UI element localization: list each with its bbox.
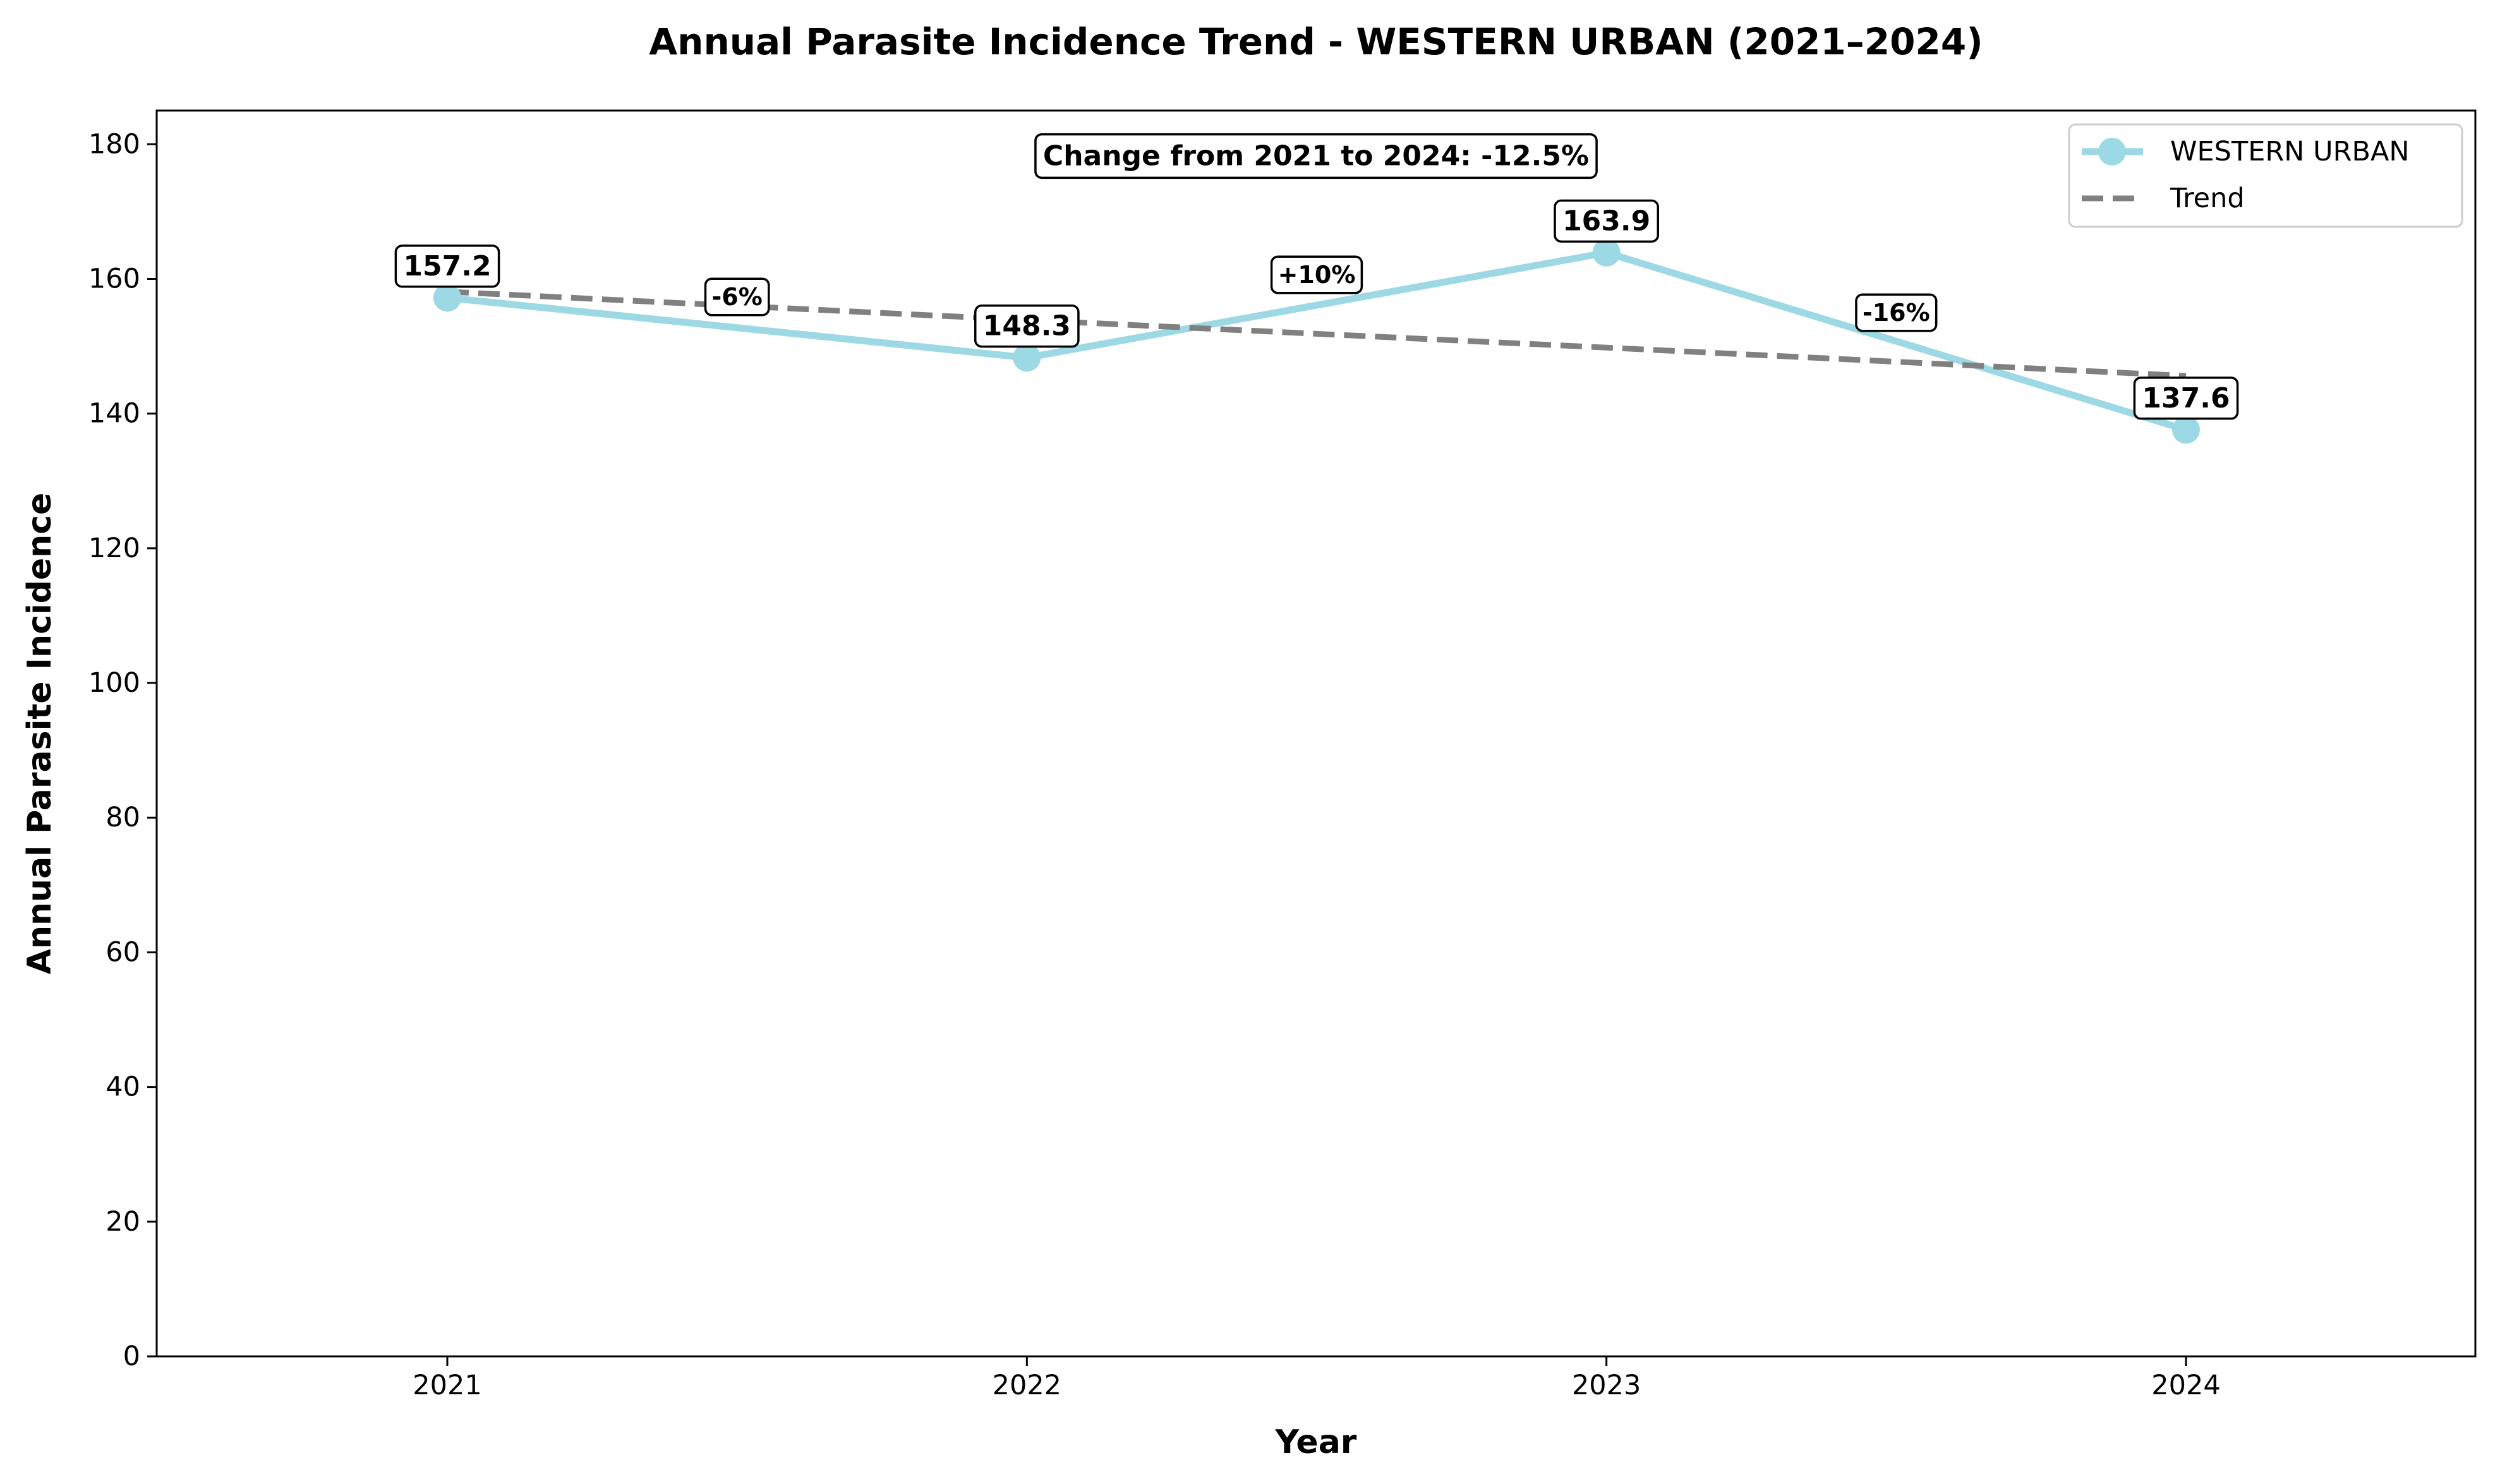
data-label-text: 157.2 <box>403 250 491 282</box>
data-label: 157.2 <box>394 244 500 288</box>
y-tick-label: 40 <box>106 1071 140 1103</box>
axes: 0 20 40 60 80 100 120 140 160 180 2021 2022 2023 2024 <box>88 128 2221 1401</box>
data-label-box <box>1554 199 1660 243</box>
y-tick-label: 180 <box>88 128 140 160</box>
segment-change-label-text: -6% <box>712 283 763 311</box>
y-tick-label: 160 <box>88 263 140 294</box>
segment-change-label-box <box>1855 293 1938 332</box>
data-label-box <box>974 305 1080 348</box>
data-label: 137.6 <box>2133 377 2239 420</box>
segment-change-label: -6% <box>704 277 770 317</box>
change-annotation: Change from 2021 to 2024: -12.5% <box>1034 133 1598 179</box>
x-tick-label: 2023 <box>1572 1370 1641 1401</box>
data-label-text: 137.6 <box>2142 382 2230 414</box>
data-point <box>433 284 461 312</box>
legend-marker-western-urban <box>2098 138 2126 166</box>
chart-title: Annual Parasite Incidence Trend - WESTER… <box>649 20 1983 63</box>
data-label-box <box>2133 377 2239 420</box>
data-label: 163.9 <box>1554 199 1660 243</box>
legend-label-trend: Trend <box>2170 183 2245 214</box>
change-annotation-text: Change from 2021 to 2024: -12.5% <box>1043 140 1589 172</box>
segment-change-label: -16% <box>1855 293 1938 332</box>
segment-change-label: +10% <box>1270 255 1363 294</box>
y-tick-label: 140 <box>88 398 140 430</box>
y-axis-label: Annual Parasite Incidence <box>21 493 59 974</box>
data-label-box <box>394 244 500 288</box>
data-label-text: 163.9 <box>1562 205 1650 237</box>
legend: WESTERN URBAN Trend <box>2068 123 2463 228</box>
plot-frame <box>155 109 2477 1358</box>
y-tick-label: 80 <box>106 802 140 833</box>
y-tick-label: 0 <box>123 1341 140 1372</box>
segment-change-label-box <box>704 277 770 317</box>
y-tick-label: 120 <box>88 533 140 564</box>
x-tick-label: 2021 <box>413 1370 481 1401</box>
segment-change-label-box <box>1270 255 1363 294</box>
segment-change-label-text: -16% <box>1863 299 1930 327</box>
change-annotation-box <box>1034 133 1598 179</box>
data-label-text: 148.3 <box>983 310 1071 342</box>
series-line-western-urban <box>444 249 2190 433</box>
y-tick-label: 20 <box>106 1206 140 1238</box>
legend-label-western-urban: WESTERN URBAN <box>2170 136 2410 167</box>
data-point <box>2172 416 2200 444</box>
legend-box <box>2068 123 2463 228</box>
annotations: 157.2 148.3 163.9 137.6 -6% +10% -16% Change fr… <box>394 133 2239 420</box>
data-label: 148.3 <box>974 305 1080 348</box>
segment-change-label-text: +10% <box>1278 261 1356 289</box>
x-tick-label: 2022 <box>993 1370 1061 1401</box>
x-tick-label: 2024 <box>2151 1370 2220 1401</box>
y-tick-label: 100 <box>88 667 140 699</box>
data-point <box>1592 238 1621 267</box>
x-axis-label: Year <box>1275 1423 1357 1461</box>
y-tick-label: 60 <box>106 936 140 968</box>
data-point <box>1013 344 1041 372</box>
